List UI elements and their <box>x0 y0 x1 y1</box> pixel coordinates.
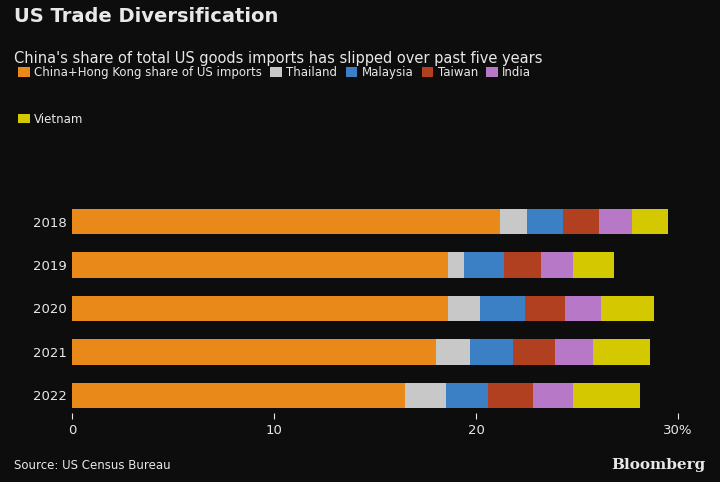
Text: Bloomberg: Bloomberg <box>611 458 706 472</box>
Text: China's share of total US goods imports has slipped over past five years: China's share of total US goods imports … <box>14 51 543 66</box>
Text: US Trade Diversification: US Trade Diversification <box>14 7 279 26</box>
Bar <box>601 296 654 321</box>
Bar <box>480 296 525 321</box>
Bar <box>573 383 640 408</box>
Bar <box>448 253 464 278</box>
Bar <box>405 383 446 408</box>
Bar <box>436 339 470 364</box>
Bar <box>555 339 593 364</box>
Legend: Vietnam: Vietnam <box>19 113 84 126</box>
Bar <box>72 209 500 234</box>
Bar <box>72 383 405 408</box>
Bar <box>505 253 541 278</box>
Bar <box>72 253 448 278</box>
Bar <box>631 209 668 234</box>
Bar <box>72 339 436 364</box>
Text: Source: US Census Bureau: Source: US Census Bureau <box>14 459 171 472</box>
Bar <box>526 209 563 234</box>
Bar <box>565 296 601 321</box>
Bar <box>533 383 573 408</box>
Bar <box>525 296 565 321</box>
Bar <box>470 339 513 364</box>
Bar <box>448 296 480 321</box>
Bar <box>599 209 631 234</box>
Bar <box>541 253 573 278</box>
Bar <box>563 209 599 234</box>
Bar <box>573 253 613 278</box>
Bar <box>72 296 448 321</box>
Bar <box>500 209 526 234</box>
Bar <box>464 253 505 278</box>
Bar <box>513 339 555 364</box>
Bar <box>593 339 650 364</box>
Bar <box>446 383 488 408</box>
Bar <box>488 383 533 408</box>
